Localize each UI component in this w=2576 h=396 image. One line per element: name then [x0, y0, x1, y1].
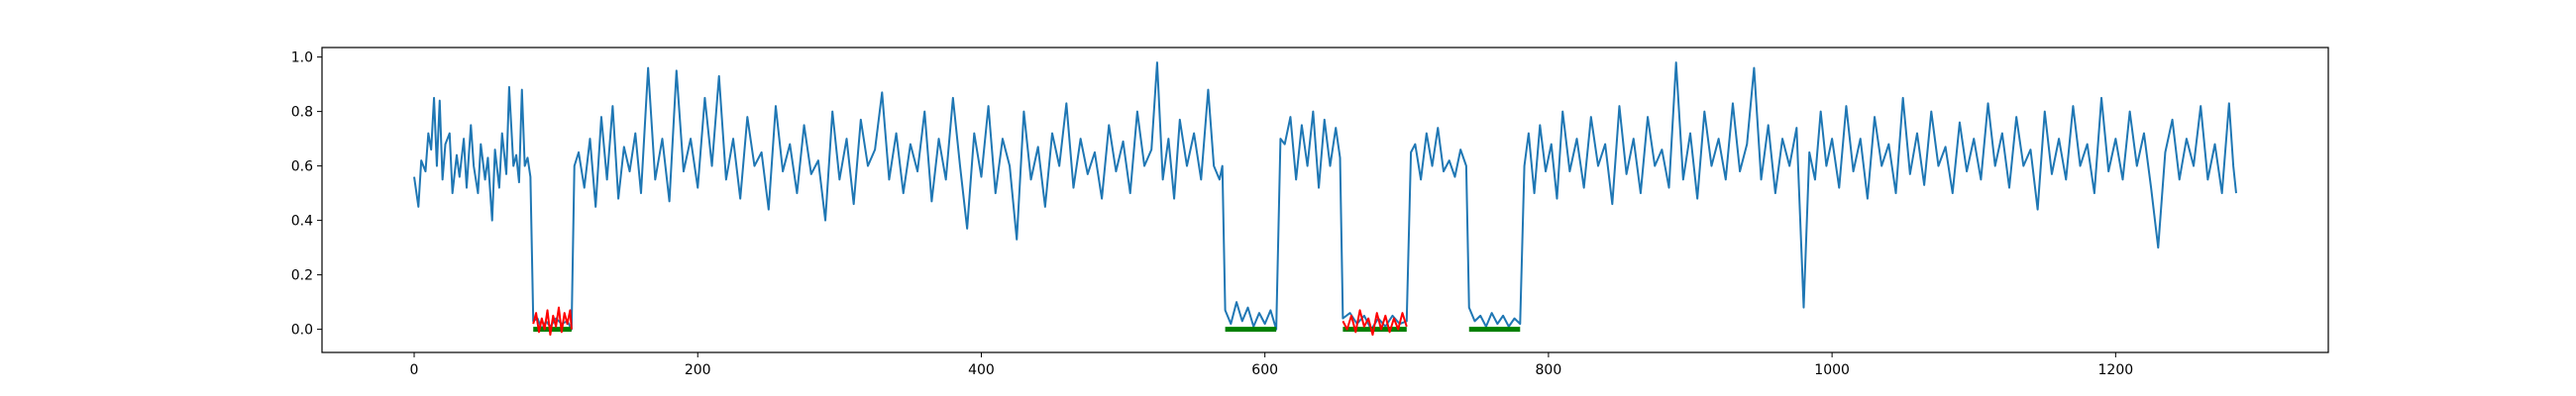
- x-tick-label: 800: [1536, 362, 1562, 378]
- series-0-line: [413, 61, 2237, 331]
- x-tick-label: 400: [968, 362, 995, 378]
- axes-layer: 0 200 400 600 800 1000 1200 0.0 0.2 0.4 0.6 0.8 1.0: [291, 50, 2133, 378]
- y-tick-label: 0.2: [291, 268, 313, 284]
- x-tick-label: 0: [410, 362, 419, 378]
- x-tick-label: 1000: [1814, 362, 1850, 378]
- plot-frame: [321, 47, 2329, 353]
- x-tick-label: 1200: [2098, 362, 2134, 378]
- y-tick-label: 0.6: [291, 159, 313, 175]
- y-tick-label: 0.4: [291, 214, 313, 230]
- data-layer: [413, 61, 2237, 337]
- y-tick-label: 0.8: [291, 105, 313, 121]
- series-2-segment-1: [1342, 309, 1408, 337]
- x-tick-label: 200: [685, 362, 711, 378]
- series-2-segment-0: [532, 306, 573, 337]
- x-tick-label: 600: [1251, 362, 1278, 378]
- y-tick-label: 1.0: [291, 50, 313, 66]
- y-tick-label: 0.0: [291, 323, 313, 339]
